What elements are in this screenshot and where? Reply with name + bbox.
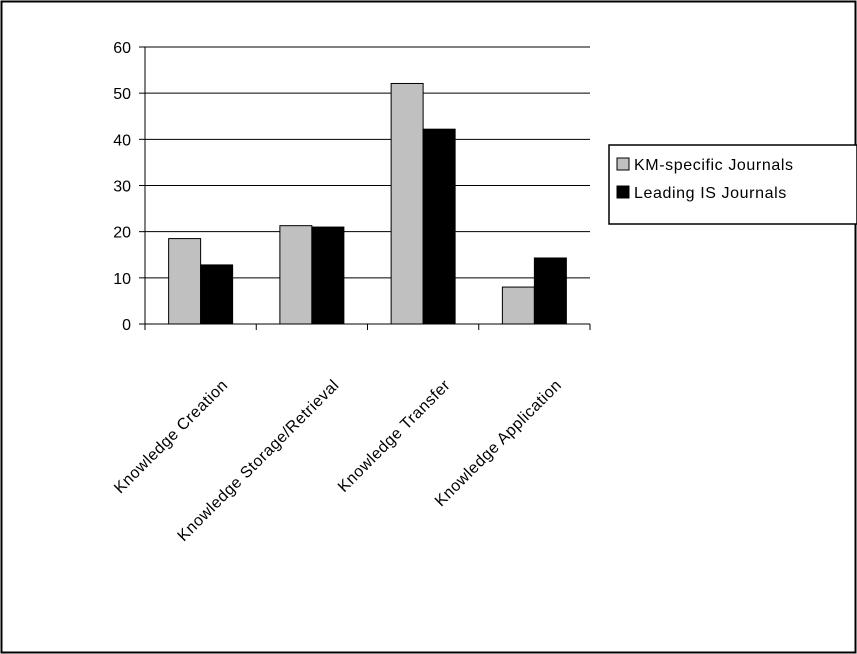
y-tick-label-30: 30 xyxy=(113,179,131,196)
y-tick-labels: 0 10 20 30 40 50 60 xyxy=(113,40,131,334)
legend: KM-specific Journals Leading IS Journals xyxy=(608,144,857,225)
bar-leading-is-1 xyxy=(311,226,345,325)
legend-swatch-1 xyxy=(616,185,630,199)
y-tick-label-0: 0 xyxy=(122,317,131,334)
y-tick-label-10: 10 xyxy=(113,271,131,288)
bar-leading-is-0 xyxy=(200,264,234,325)
legend-box xyxy=(608,144,857,225)
legend-label-1: Leading IS Journals xyxy=(634,185,787,202)
y-tick-label-40: 40 xyxy=(113,132,131,149)
legend-label-0: KM-specific Journals xyxy=(634,157,794,174)
legend-swatch-0 xyxy=(616,157,630,171)
bars xyxy=(168,82,567,325)
y-tick-label-20: 20 xyxy=(113,225,131,242)
bar-km-specific-1 xyxy=(279,225,313,325)
axes xyxy=(139,46,591,330)
y-tick-label-50: 50 xyxy=(113,86,131,103)
y-tick-label-60: 60 xyxy=(113,40,131,57)
bar-leading-is-2 xyxy=(422,128,456,325)
bar-km-specific-0 xyxy=(168,238,202,325)
bar-km-specific-2 xyxy=(390,82,424,325)
bar-km-specific-3 xyxy=(501,286,535,325)
bar-leading-is-3 xyxy=(533,257,567,325)
